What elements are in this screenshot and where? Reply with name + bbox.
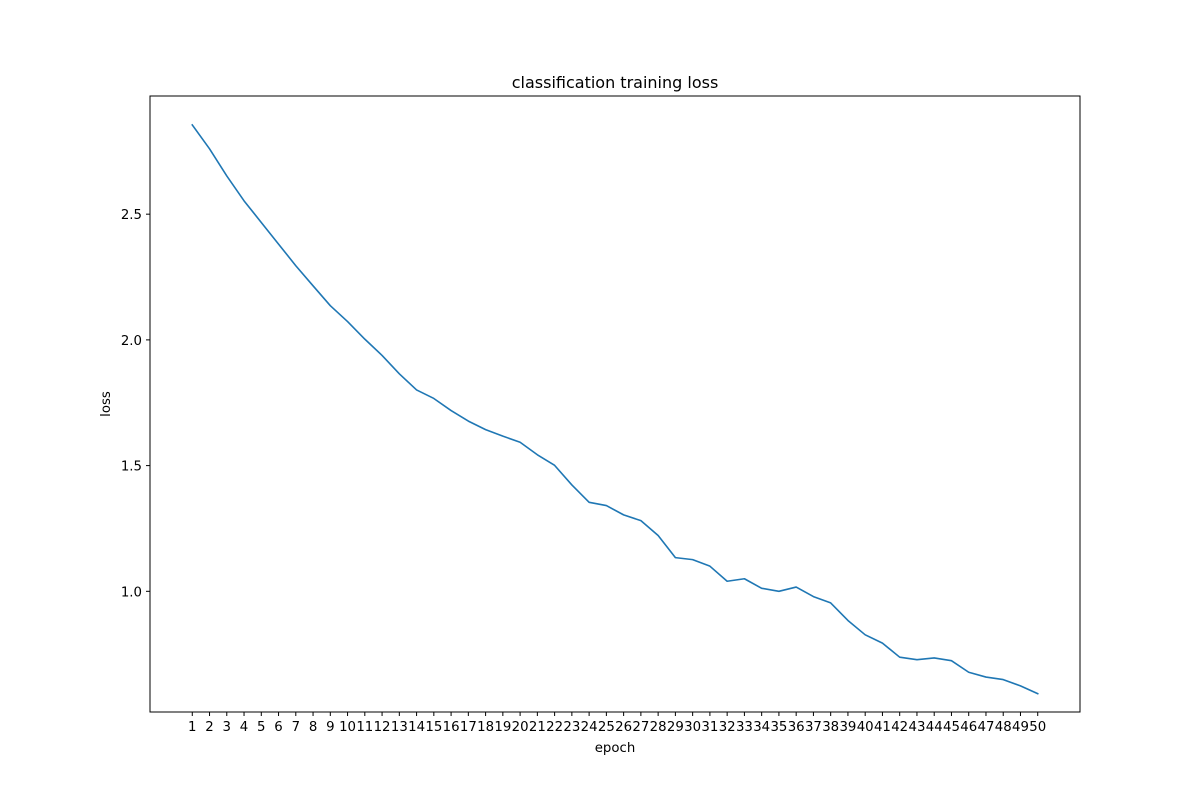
x-tick-label: 19 (494, 720, 511, 735)
x-tick-label: 48 (995, 720, 1012, 735)
chart-title: classification training loss (512, 73, 719, 92)
x-tick-label: 50 (1029, 720, 1046, 735)
x-tick-label: 22 (546, 720, 563, 735)
x-tick-label: 7 (292, 720, 300, 735)
x-tick-label: 13 (391, 720, 408, 735)
x-tick-label: 9 (326, 720, 334, 735)
x-tick-label: 39 (839, 720, 856, 735)
x-tick-label: 23 (563, 720, 580, 735)
x-tick-label: 8 (309, 720, 317, 735)
x-tick-label: 1 (188, 720, 196, 735)
x-tick-label: 18 (477, 720, 494, 735)
x-tick-label: 6 (274, 720, 282, 735)
x-tick-label: 46 (960, 720, 977, 735)
x-tick-label: 45 (943, 720, 960, 735)
x-tick-label: 4 (240, 720, 248, 735)
x-tick-label: 47 (978, 720, 995, 735)
line-layer (191, 123, 1039, 695)
x-tick-label: 36 (788, 720, 805, 735)
x-tick-label: 32 (719, 720, 736, 735)
x-tick-label: 15 (425, 720, 442, 735)
x-tick-label: 38 (822, 720, 839, 735)
x-tick-label: 27 (632, 720, 649, 735)
plot-area (149, 95, 1081, 713)
x-tick-label: 24 (581, 720, 598, 735)
x-tick-label: 14 (408, 720, 425, 735)
x-tick-label: 3 (223, 720, 231, 735)
x-tick-label: 41 (874, 720, 891, 735)
x-tick-label: 16 (443, 720, 460, 735)
x-tick-label: 20 (512, 720, 529, 735)
axes-frame (149, 95, 1081, 713)
x-tick-label: 33 (736, 720, 753, 735)
series-line (191, 123, 1039, 695)
x-tick-label: 30 (684, 720, 701, 735)
x-tick-label: 31 (701, 720, 718, 735)
x-tick-label: 34 (753, 720, 770, 735)
x-tick-label: 2 (205, 720, 213, 735)
x-tick-label: 40 (857, 720, 874, 735)
x-tick-label: 17 (460, 720, 477, 735)
x-tick-label: 25 (598, 720, 615, 735)
x-axis-ticks: 1 2 3 4 5 6 7 8 9 10 11 12 13 14 15 16 17 18 19 20 21 22 23 24 2… (188, 712, 1046, 735)
x-tick-label: 26 (615, 720, 632, 735)
x-tick-label: 12 (374, 720, 391, 735)
y-tick-label: 2.5 (121, 208, 142, 223)
x-tick-label: 10 (339, 720, 356, 735)
x-tick-label: 43 (908, 720, 925, 735)
y-tick-label: 2.0 (121, 334, 142, 349)
x-tick-label: 28 (650, 720, 667, 735)
x-tick-label: 29 (667, 720, 684, 735)
x-tick-label: 5 (257, 720, 265, 735)
y-axis-ticks: 1.0 1.5 2.0 2.5 (121, 208, 150, 600)
y-tick-label: 1.0 (121, 585, 142, 600)
x-tick-label: 11 (356, 720, 373, 735)
x-tick-label: 21 (529, 720, 546, 735)
x-axis-label: epoch (595, 741, 636, 756)
x-tick-label: 37 (805, 720, 822, 735)
x-tick-label: 49 (1012, 720, 1029, 735)
x-tick-label: 42 (891, 720, 908, 735)
y-axis-label: loss (99, 391, 114, 417)
y-tick-label: 1.5 (121, 460, 142, 475)
x-tick-label: 44 (926, 720, 943, 735)
x-tick-label: 35 (770, 720, 787, 735)
